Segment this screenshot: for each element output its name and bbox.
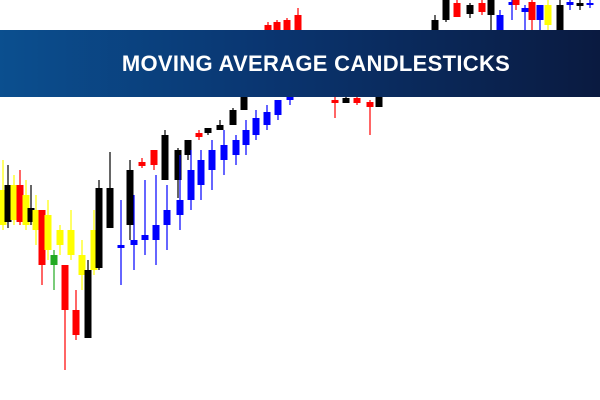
candle-body <box>95 188 103 268</box>
candle-body <box>229 110 237 125</box>
candle-body <box>232 140 240 155</box>
candle-body <box>294 15 302 30</box>
candle-body <box>536 5 544 20</box>
candle-body <box>174 150 182 180</box>
candle-body <box>163 210 171 225</box>
candle-body <box>242 130 250 145</box>
candle-body <box>353 98 361 103</box>
candle-body <box>126 170 134 225</box>
candle-body <box>141 235 149 240</box>
candle-body <box>72 310 80 335</box>
candle-body <box>130 240 138 245</box>
candle-body <box>556 5 564 30</box>
candle-body <box>44 215 52 250</box>
candle-body <box>176 200 184 215</box>
candle-body <box>106 188 114 228</box>
candle-body <box>195 133 203 137</box>
candle-body <box>138 162 146 166</box>
candle-body <box>184 140 192 155</box>
candle-body <box>487 0 495 15</box>
candle-body <box>442 0 450 20</box>
candle-body <box>375 97 383 107</box>
candle-body <box>512 0 520 5</box>
candle-body <box>67 230 75 255</box>
candle-body <box>38 210 46 265</box>
banner-title: MOVING AVERAGE CANDLESTICKS <box>121 50 511 76</box>
candle-body <box>161 135 169 180</box>
candle-body <box>150 150 158 165</box>
candle-body <box>331 100 339 103</box>
candle-body <box>216 125 224 130</box>
candle-body <box>16 185 24 222</box>
candle-body <box>84 270 92 338</box>
candle-body <box>240 96 248 110</box>
candle-body <box>508 2 516 5</box>
candle-body <box>56 230 64 245</box>
candle-body <box>4 185 12 222</box>
candle-body <box>273 22 281 30</box>
candle-body <box>204 128 212 133</box>
candle-body <box>197 160 205 185</box>
candle-body <box>208 150 216 170</box>
candle-body <box>576 3 584 6</box>
candle-body <box>453 3 461 17</box>
title-banner: MOVING AVERAGE CANDLESTICKS <box>0 30 600 97</box>
candle-body <box>586 3 594 5</box>
candle-body <box>117 245 125 248</box>
candle-body <box>544 5 552 25</box>
candle-body <box>50 255 58 265</box>
candle-body <box>187 170 195 200</box>
candle-body <box>521 8 529 12</box>
candle-body <box>10 185 18 220</box>
candle-body <box>528 2 536 20</box>
candle-body <box>27 208 35 222</box>
candle-body <box>366 102 374 107</box>
candle-body <box>478 3 486 12</box>
candle-body <box>274 100 282 115</box>
candle-body <box>431 20 439 30</box>
candle-body <box>0 190 7 225</box>
candle-body <box>22 195 30 225</box>
candle-body <box>264 25 272 30</box>
candle-body <box>61 265 69 310</box>
candle-body <box>152 225 160 240</box>
candle-body <box>252 118 260 135</box>
candle-body <box>32 210 40 230</box>
candle-body <box>263 112 271 125</box>
candle-body <box>90 230 98 270</box>
candle-body <box>78 255 86 275</box>
candle-body <box>283 20 291 30</box>
candle-body <box>342 98 350 103</box>
candle-body <box>466 5 474 14</box>
candle-body <box>496 15 504 30</box>
candle-body <box>220 145 228 160</box>
candle-body <box>566 2 574 5</box>
